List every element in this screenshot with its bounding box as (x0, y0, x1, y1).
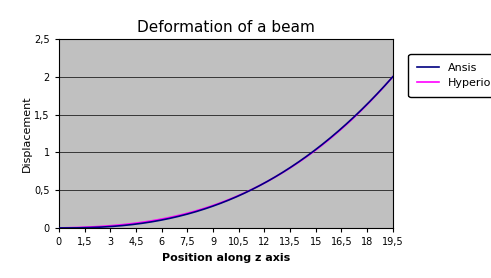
Ansis (57, 226, 63, 230)
Y-axis label: Displacement: Displacement (22, 95, 31, 172)
Legend: Ansis, Hyperion: Ansis, Hyperion (409, 54, 491, 97)
Hyperion (390, 75, 396, 78)
Line: Ansis: Ansis (59, 77, 393, 228)
Ansis (260, 182, 266, 185)
Title: Deformation of a beam: Deformation of a beam (137, 20, 315, 35)
Line: Hyperion: Hyperion (59, 77, 393, 228)
Ansis (254, 185, 260, 189)
Hyperion (358, 108, 364, 112)
X-axis label: Position along z axis: Position along z axis (162, 252, 290, 262)
Hyperion (254, 185, 260, 189)
Ansis (358, 108, 364, 111)
Ansis (337, 128, 343, 131)
Hyperion (260, 182, 266, 185)
Ansis (56, 226, 62, 230)
Ansis (255, 185, 261, 188)
Hyperion (56, 226, 62, 230)
Ansis (390, 75, 396, 78)
Hyperion (255, 185, 261, 188)
Hyperion (337, 128, 343, 131)
Hyperion (57, 226, 63, 230)
